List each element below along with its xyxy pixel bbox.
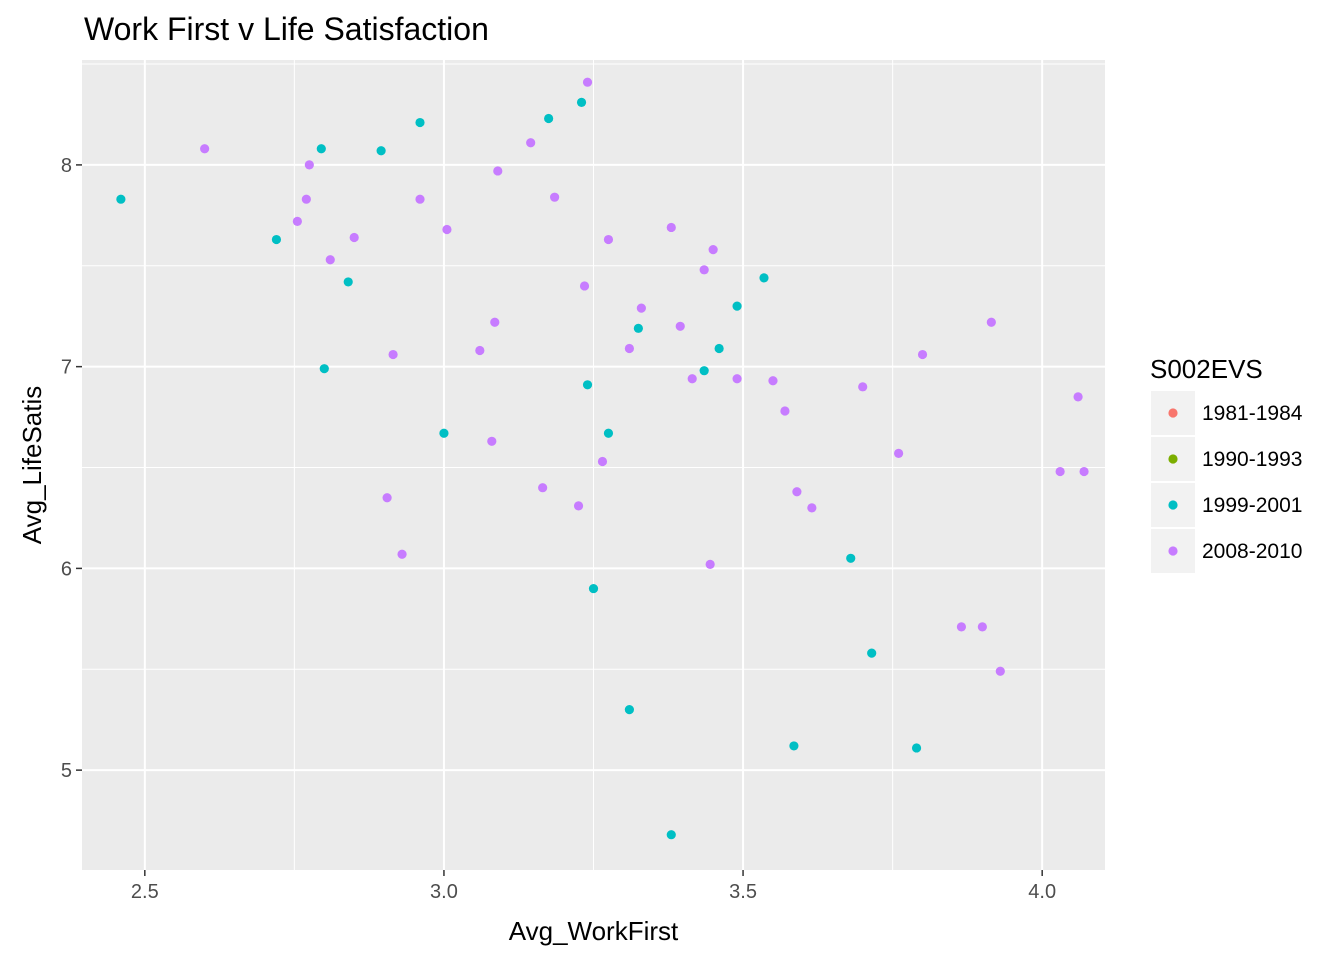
x-tick-label: 4.0 <box>1028 881 1056 903</box>
data-point <box>633 323 643 333</box>
data-point <box>388 349 398 360</box>
data-points <box>116 77 1089 840</box>
data-point <box>487 436 497 446</box>
data-point <box>894 448 904 458</box>
x-tick-label: 2.5 <box>131 881 159 903</box>
data-point <box>1055 466 1065 477</box>
data-point <box>271 234 282 245</box>
data-point <box>708 245 718 255</box>
data-point <box>319 364 329 374</box>
data-point <box>858 382 868 392</box>
chart-title: Work First v Life Satisfaction <box>84 11 489 47</box>
data-point <box>301 194 311 204</box>
data-point <box>675 321 685 331</box>
data-point <box>490 317 500 327</box>
data-point <box>714 343 724 354</box>
data-point <box>376 146 386 156</box>
x-axis-ticks: 2.5 3.0 3.5 4.0 <box>131 870 1056 903</box>
x-tick-label: 3.5 <box>729 881 757 903</box>
data-point <box>768 376 778 386</box>
data-point <box>304 160 314 170</box>
data-point <box>792 487 802 497</box>
data-point <box>582 77 593 87</box>
minor-gridlines <box>82 60 1105 870</box>
data-point <box>977 622 987 632</box>
data-point <box>666 222 676 233</box>
legend-label: 1990-1993 <box>1202 448 1302 471</box>
y-axis-ticks: 5 6 7 8 <box>61 155 82 782</box>
data-point <box>603 234 614 245</box>
data-point <box>292 216 302 226</box>
legend-label: 2008-2010 <box>1202 540 1302 563</box>
data-point <box>415 117 425 128</box>
data-point <box>732 301 742 311</box>
data-point <box>573 501 584 511</box>
data-point <box>597 456 608 467</box>
data-point <box>1079 466 1089 477</box>
x-axis-title: Avg_WorkFirst <box>509 916 679 946</box>
data-point <box>917 349 928 360</box>
x-tick-label: 3.0 <box>430 881 458 903</box>
y-tick-label: 8 <box>61 155 72 177</box>
y-tick-label: 6 <box>61 558 72 580</box>
y-tick-label: 7 <box>61 357 72 379</box>
data-point <box>576 97 587 107</box>
legend-key-point <box>1168 408 1178 418</box>
data-point <box>666 830 676 840</box>
data-point <box>995 666 1005 676</box>
data-point <box>116 194 126 204</box>
data-point <box>705 559 715 569</box>
data-point <box>475 345 485 356</box>
y-axis-title: Avg_LifeSatis <box>17 386 47 545</box>
data-point <box>415 194 425 204</box>
data-point <box>846 553 856 563</box>
data-point <box>316 144 326 154</box>
legend-key-point <box>1168 500 1178 510</box>
data-point <box>579 281 590 291</box>
data-point <box>780 406 790 416</box>
data-point <box>442 224 452 235</box>
data-point <box>911 743 922 753</box>
data-point <box>759 273 769 283</box>
data-point <box>349 232 359 243</box>
data-point <box>789 741 799 751</box>
data-point <box>1073 392 1083 402</box>
data-point <box>343 277 353 287</box>
y-tick-label: 5 <box>61 760 72 782</box>
legend-key-point <box>1168 546 1178 556</box>
data-point <box>624 705 634 715</box>
data-point <box>588 583 599 594</box>
legend-label: 1981-1984 <box>1202 402 1303 425</box>
data-point <box>956 622 967 632</box>
data-point <box>582 380 593 390</box>
data-point <box>807 503 817 513</box>
legend-label: 1999-2001 <box>1202 494 1302 517</box>
data-point <box>439 428 449 438</box>
data-point <box>526 138 536 148</box>
data-point <box>699 366 709 376</box>
data-point <box>867 648 877 658</box>
data-point <box>397 549 407 559</box>
data-point <box>624 343 634 354</box>
data-point <box>636 303 646 313</box>
data-point <box>538 483 548 493</box>
legend: S002EVS 1981-1984 1990-1993 1999-2001 2008-… <box>1150 354 1303 573</box>
data-point <box>200 144 210 154</box>
data-point <box>493 166 503 176</box>
data-point <box>550 192 560 202</box>
data-point <box>325 255 335 265</box>
legend-key-point <box>1168 454 1178 464</box>
data-point <box>699 265 709 275</box>
data-point <box>687 374 697 384</box>
data-point <box>382 493 392 503</box>
data-point <box>732 374 742 384</box>
legend-title: S002EVS <box>1150 354 1263 384</box>
data-point <box>544 113 554 124</box>
data-point <box>986 317 996 327</box>
major-gridlines <box>82 60 1105 870</box>
data-point <box>603 428 614 438</box>
